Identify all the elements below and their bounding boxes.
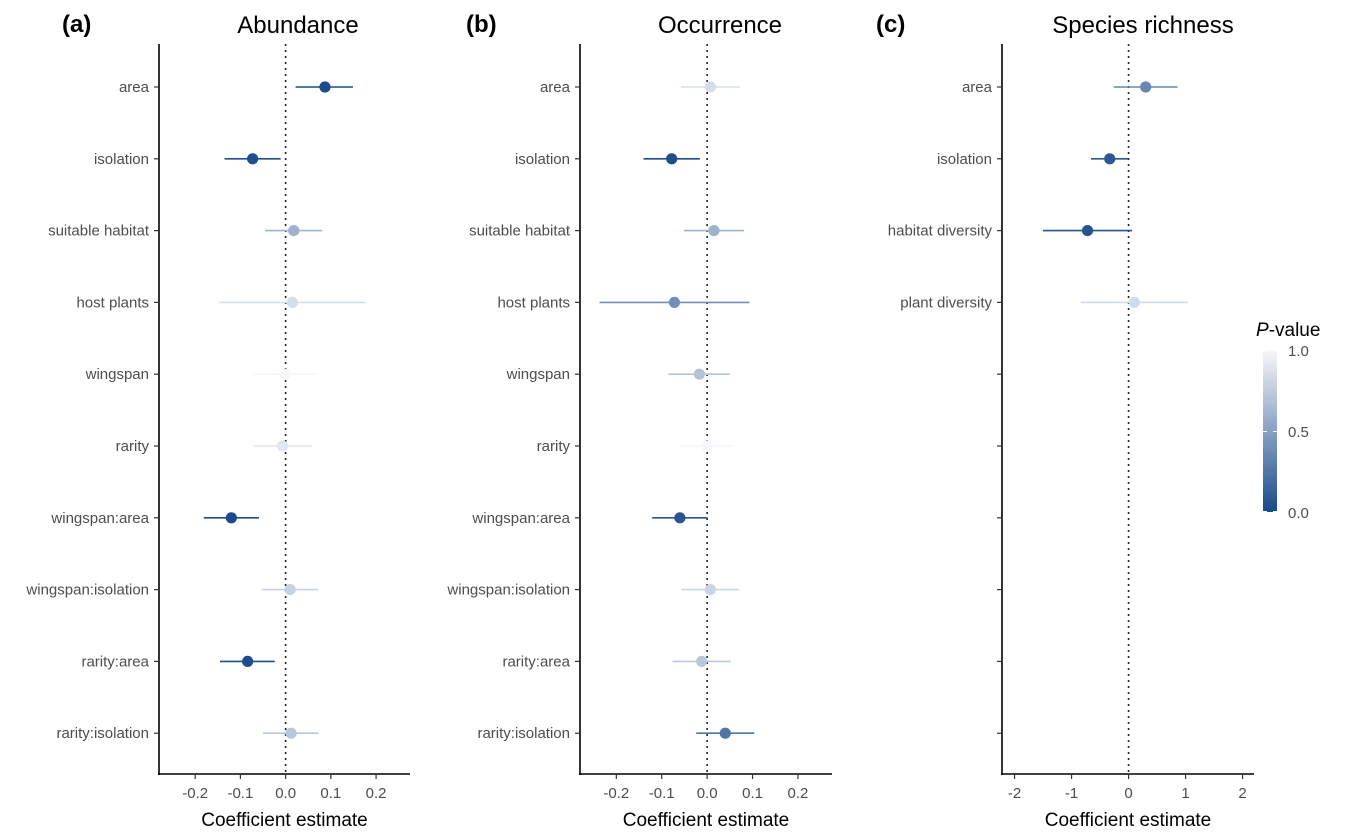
legend-tick-mid: 0.5 <box>1288 424 1309 441</box>
y-tick-label: rarity:isolation <box>56 725 149 742</box>
x-tick-label: 2 <box>1238 785 1246 802</box>
x-tick-label: 0.2 <box>788 785 809 802</box>
estimate-point <box>242 655 254 668</box>
x-axis-label: Coefficient estimate <box>623 810 790 829</box>
panel-title-a: Abundance <box>237 12 358 39</box>
panel-letter-b: (b) <box>466 11 497 38</box>
y-tick-label: isolation <box>937 151 992 168</box>
x-tick-label: 0 <box>1124 785 1132 802</box>
panel-title-c: Species richness <box>1052 12 1233 39</box>
x-tick-label: 1 <box>1181 785 1189 802</box>
estimate-point <box>225 512 237 524</box>
y-tick-label: wingspan:area <box>50 510 149 527</box>
y-tick-label: rarity <box>537 438 571 455</box>
y-tick-label: rarity:area <box>502 653 570 670</box>
estimate-point <box>666 153 678 165</box>
estimate-point <box>247 153 259 165</box>
estimate-point <box>668 296 681 308</box>
panel-a: (a) Abundance area isolation suitable habita… <box>25 11 410 831</box>
estimate-point <box>708 225 720 237</box>
y-tick-label: host plants <box>76 294 149 311</box>
y-tick-label: wingspan:isolation <box>25 582 149 599</box>
estimate-point <box>1081 225 1094 237</box>
legend-tick-bottom: 0.0 <box>1288 505 1309 522</box>
legend-tick-top: 1.0 <box>1288 343 1309 360</box>
estimate-point <box>1140 81 1152 93</box>
estimate-point <box>696 655 708 668</box>
x-tick-label: -1 <box>1065 785 1078 802</box>
panel-c: (c) Species richness area isolation habitat … <box>876 11 1254 831</box>
legend-title-rest: -value <box>1269 320 1321 341</box>
y-tick-label: wingspan <box>85 366 149 383</box>
y-tick-label: rarity:isolation <box>477 725 570 742</box>
panel-b: (b) Occurrence area isolation suitable habit… <box>446 11 832 831</box>
y-tick-label: rarity:area <box>81 653 149 670</box>
x-tick-label: 0.1 <box>320 785 341 802</box>
estimate-point <box>719 727 731 739</box>
estimate-point <box>701 440 713 452</box>
estimate-point <box>1128 296 1140 308</box>
legend-colorbar <box>1263 350 1277 512</box>
estimate-point <box>285 727 297 739</box>
estimate-point <box>319 81 331 93</box>
y-tick-label: area <box>119 79 150 96</box>
y-tick-label: wingspan:area <box>471 510 570 527</box>
panel-letter-a: (a) <box>62 11 91 38</box>
x-tick-label: -0.2 <box>182 785 208 802</box>
y-tick-label: habitat diversity <box>888 223 993 240</box>
y-tick-label: host plants <box>497 294 570 311</box>
estimate-point <box>704 584 716 596</box>
p-value-legend: P-value 1.0 0.5 0.0 <box>1256 320 1320 522</box>
x-tick-label: 0.2 <box>366 785 387 802</box>
panel-title-b: Occurrence <box>658 12 782 39</box>
estimate-point <box>674 512 686 524</box>
estimate-point <box>693 368 706 380</box>
y-tick-label: suitable habitat <box>48 223 150 240</box>
y-tick-label: suitable habitat <box>469 223 571 240</box>
y-tick-label: isolation <box>515 151 570 168</box>
x-tick-label: -0.2 <box>603 785 629 802</box>
x-tick-label: -2 <box>1008 785 1021 802</box>
x-tick-label: 0.1 <box>742 785 763 802</box>
x-tick-label: -0.1 <box>227 785 253 802</box>
y-tick-label: area <box>962 79 993 96</box>
x-tick-label: 0.0 <box>275 785 296 802</box>
legend-title-italic: P <box>1256 320 1269 341</box>
estimate-point <box>286 296 299 308</box>
y-tick-label: area <box>540 79 571 96</box>
x-axis-label: Coefficient estimate <box>201 810 368 829</box>
x-tick-label: 0.0 <box>697 785 718 802</box>
x-tick-label: -0.1 <box>649 785 675 802</box>
estimate-point <box>1104 153 1116 165</box>
legend-title: P-value <box>1256 320 1320 341</box>
y-tick-label: plant diversity <box>900 294 992 311</box>
estimate-point <box>276 440 289 452</box>
estimate-point <box>704 81 716 93</box>
y-tick-label: wingspan:isolation <box>446 582 570 599</box>
estimate-point <box>288 225 300 237</box>
estimate-point <box>280 368 292 380</box>
panel-letter-c: (c) <box>876 11 905 38</box>
y-tick-label: rarity <box>116 438 150 455</box>
x-axis-label: Coefficient estimate <box>1045 810 1212 829</box>
estimate-point <box>284 584 296 596</box>
y-tick-label: wingspan <box>506 366 570 383</box>
y-tick-label: isolation <box>94 151 149 168</box>
